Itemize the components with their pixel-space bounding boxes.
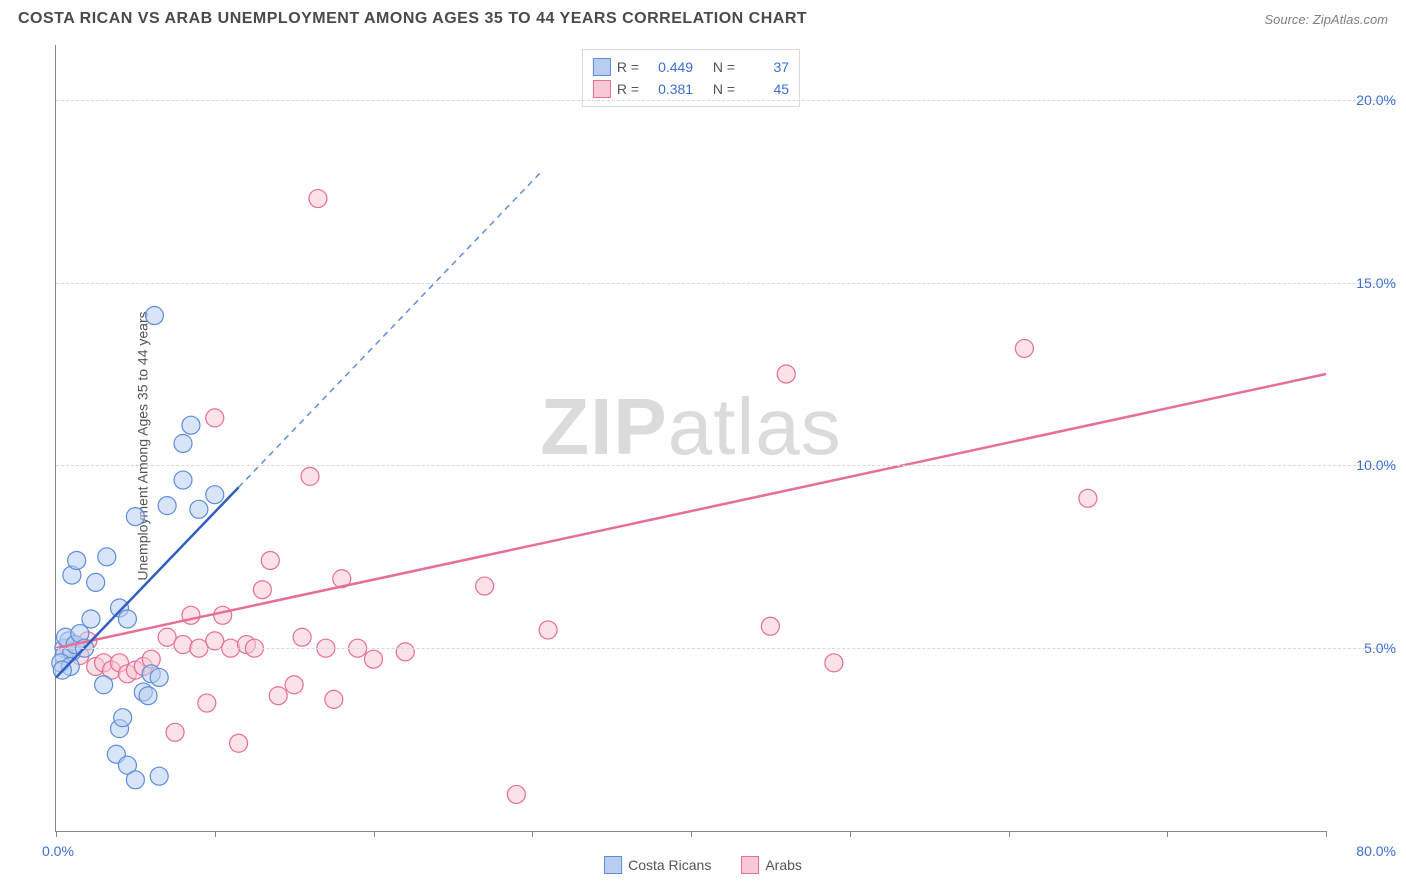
arabs-point	[230, 734, 248, 752]
x-tick	[1167, 831, 1168, 837]
x-origin-label: 0.0%	[42, 843, 74, 859]
r-label: R =	[617, 81, 639, 97]
legend-label: Arabs	[765, 857, 802, 873]
arabs-point	[396, 643, 414, 661]
title-bar: COSTA RICAN VS ARAB UNEMPLOYMENT AMONG A…	[18, 10, 1388, 28]
gridline	[56, 648, 1396, 649]
r-value: 0.449	[645, 59, 693, 75]
costa_ricans-point	[182, 416, 200, 434]
arabs-point	[309, 190, 327, 208]
arabs-point	[214, 606, 232, 624]
costa_ricans-point	[87, 573, 105, 591]
arabs-point	[285, 676, 303, 694]
arabs-point	[476, 577, 494, 595]
x-tick	[374, 831, 375, 837]
costa_ricans-point	[82, 610, 100, 628]
n-label: N =	[713, 59, 735, 75]
stats-row-costa_ricans: R = 0.449 N = 37	[593, 56, 789, 78]
costa_ricans-point	[190, 500, 208, 518]
chart-title: COSTA RICAN VS ARAB UNEMPLOYMENT AMONG A…	[18, 10, 807, 28]
r-value: 0.381	[645, 81, 693, 97]
costa_ricans-point	[174, 434, 192, 452]
costa_ricans-point	[95, 676, 113, 694]
x-tick	[532, 831, 533, 837]
costa_ricans-point	[158, 497, 176, 515]
arabs-point	[507, 785, 525, 803]
arabs-point	[206, 409, 224, 427]
arabs-point	[261, 551, 279, 569]
x-tick	[1326, 831, 1327, 837]
costa_ricans-point	[174, 471, 192, 489]
y-tick-label: 20.0%	[1348, 92, 1396, 108]
costa_ricans-point	[98, 548, 116, 566]
arabs-point	[166, 723, 184, 741]
arabs-point	[1015, 339, 1033, 357]
arabs-point	[761, 617, 779, 635]
arabs-point	[158, 628, 176, 646]
arabs-point	[293, 628, 311, 646]
legend-item-costa_ricans: Costa Ricans	[604, 856, 711, 874]
x-tick	[850, 831, 851, 837]
x-tick	[691, 831, 692, 837]
x-tick	[56, 831, 57, 837]
r-label: R =	[617, 59, 639, 75]
y-tick-label: 15.0%	[1348, 275, 1396, 291]
gridline	[56, 465, 1396, 466]
costa_ricans-point	[150, 767, 168, 785]
costa-ricans-trend-dashed	[239, 173, 541, 487]
x-tick	[1009, 831, 1010, 837]
arabs-point	[539, 621, 557, 639]
gridline	[56, 283, 1396, 284]
arabs-point	[253, 581, 271, 599]
costa_ricans-point	[126, 771, 144, 789]
x-tick	[215, 831, 216, 837]
source-label: Source: ZipAtlas.com	[1264, 12, 1388, 27]
stats-row-arabs: R = 0.381 N = 45	[593, 78, 789, 100]
arabs-point	[174, 636, 192, 654]
x-max-label: 80.0%	[1356, 843, 1396, 859]
arabs-point	[325, 690, 343, 708]
arabs-trend-line	[56, 374, 1326, 648]
arabs-point	[825, 654, 843, 672]
arabs-point	[301, 467, 319, 485]
arabs-point	[777, 365, 795, 383]
costa_ricans-point	[139, 687, 157, 705]
costa_ricans-point	[145, 307, 163, 325]
y-tick-label: 5.0%	[1356, 640, 1396, 656]
legend-item-arabs: Arabs	[741, 856, 802, 874]
arabs-point	[1079, 489, 1097, 507]
n-label: N =	[713, 81, 735, 97]
n-value: 37	[741, 59, 789, 75]
costa_ricans-swatch	[593, 58, 611, 76]
bottom-legend: Costa Ricans Arabs	[604, 856, 802, 874]
arabs-point	[198, 694, 216, 712]
costa_ricans-point	[206, 486, 224, 504]
costa_ricans-swatch	[604, 856, 622, 874]
scatter-svg	[56, 45, 1326, 831]
stats-legend: R = 0.449 N = 37 R = 0.381 N = 45	[582, 49, 800, 107]
costa_ricans-point	[68, 551, 86, 569]
costa_ricans-point	[126, 508, 144, 526]
costa_ricans-point	[114, 709, 132, 727]
costa_ricans-point	[118, 610, 136, 628]
legend-label: Costa Ricans	[628, 857, 711, 873]
plot-area: ZIPatlas R =0.449 N =37R =0.381 N =45 0.…	[55, 45, 1326, 832]
gridline	[56, 100, 1396, 101]
costa_ricans-point	[150, 668, 168, 686]
arabs-swatch	[741, 856, 759, 874]
arabs-point	[365, 650, 383, 668]
arabs-point	[269, 687, 287, 705]
arabs-swatch	[593, 80, 611, 98]
y-tick-label: 10.0%	[1348, 457, 1396, 473]
n-value: 45	[741, 81, 789, 97]
arabs-point	[206, 632, 224, 650]
